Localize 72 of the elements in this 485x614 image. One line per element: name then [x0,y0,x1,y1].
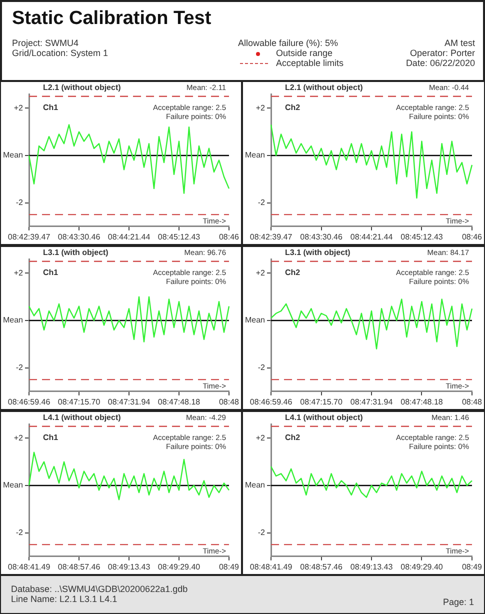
text: Line Name: L2.1 L3.1 L4.1 [11,594,118,604]
x-tick-label: 08:47:48.18 [400,397,444,406]
y-tick-label: +2 [256,433,266,442]
text: Page: 1 [442,597,474,607]
y-tick-label: Mean [244,150,266,160]
chart-title: L2.1 (without object) [43,83,122,92]
x-tick-label: 08:47:31.94 [350,397,394,406]
x-tick-label: 08:48:57.46 [300,562,343,572]
text: AM test [443,38,475,48]
x-tick-label: 08:46:59.46 [8,397,51,406]
text: Allowable failure (%): 5% [238,38,340,48]
x-tick-label: 08:44:21.44 [108,232,151,242]
x-tick-label: 08:47:31.94 [108,397,151,406]
x-tick-label: 08:47:15.70 [58,397,101,406]
x-tick-label: 08:48 [462,397,483,406]
chart-title: L2.1 (without object) [285,83,364,92]
x-tick-label: 08:48:57.46 [58,562,101,572]
x-tick-label: 08:44:21.44 [350,232,394,242]
y-tick-label: Mean [244,316,266,325]
text: Grid/Location: System 1 [12,48,108,58]
y-tick-label: -2 [258,362,266,372]
y-tick-label: +2 [14,268,24,278]
y-tick-label: -2 [16,198,24,207]
x-tick-label: 08:43:30.46 [58,232,101,242]
x-tick-label: 08:47:48.18 [158,397,201,406]
x-tick-label: 08:48:41.49 [8,562,51,572]
text: Ch2 [285,103,301,112]
chart-title: L3.1 (with object) [43,248,109,257]
x-tick-label: 08:46 [462,232,483,242]
y-tick-label: +2 [14,433,24,442]
x-tick-label: 08:49:13.43 [108,562,151,572]
x-tick-label: 08:49 [462,562,483,572]
y-tick-label: -2 [258,528,266,537]
y-tick-label: Mean [244,480,266,490]
x-tick-label: 08:42:39.47 [250,232,293,242]
text: Project: SWMU4 [12,38,80,48]
text: Ch1 [43,103,59,112]
y-tick-label: +2 [256,103,266,112]
y-tick-label: -2 [16,362,24,372]
x-tick-label: 08:47:15.70 [300,397,343,406]
x-tick-label: 08:49 [218,562,240,572]
x-tick-label: 08:45:12.43 [158,232,201,242]
x-tick-label: 08:42:39.47 [8,232,51,242]
text: Database: ..\SWMU4\GDB\20200622a1.gdb [11,584,189,594]
text: Outside range [275,48,334,58]
text: Acceptable limits [275,58,344,68]
text: Operator: Porter [408,48,475,58]
x-tick-label: 08:45:12.43 [400,232,444,242]
y-tick-label: +2 [14,103,24,112]
x-tick-label: 08:49:29.40 [400,562,444,572]
text: Ch2 [285,433,301,442]
y-tick-label: -2 [258,198,266,207]
x-tick-label: 08:46:59.46 [250,397,293,406]
text: Date: 06/22/2020 [406,58,475,68]
text: Ch2 [285,268,301,277]
x-tick-label: 08:43:30.46 [300,232,343,242]
text: Ch1 [43,433,59,442]
text: Ch1 [43,268,59,277]
y-tick-label: Mean [2,480,24,490]
y-tick-label: Mean [2,316,24,325]
x-tick-label: 08:48:41.49 [250,562,293,572]
x-tick-label: 08:49:29.40 [158,562,201,572]
y-tick-label: Mean [2,150,24,160]
text: Static Calibration Test [12,8,212,30]
chart-title: L4.1 (without object) [43,413,122,422]
y-tick-label: +2 [256,268,266,278]
chart-title: L4.1 (without object) [285,413,364,422]
x-tick-label: 08:48 [218,397,240,406]
y-tick-label: -2 [16,528,24,537]
x-tick-label: 08:46 [218,232,240,242]
x-tick-label: 08:49:13.43 [350,562,394,572]
chart-title: L3.1 (with object) [285,248,351,257]
